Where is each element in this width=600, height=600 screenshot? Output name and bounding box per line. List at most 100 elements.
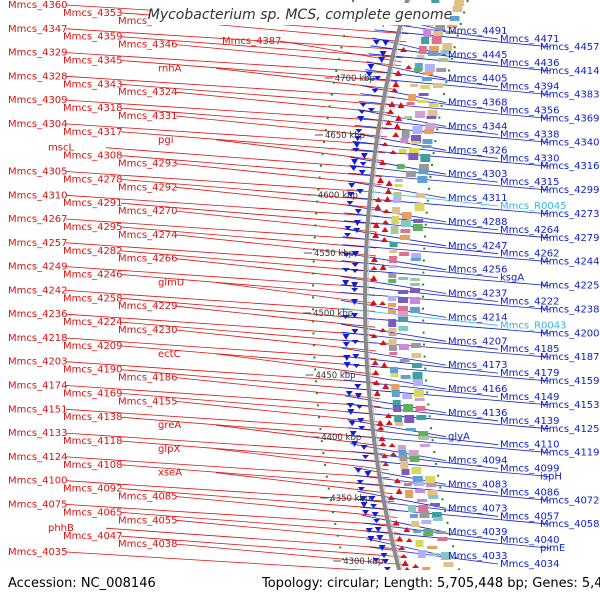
gene-label-reverse: Mmcs_4119	[540, 448, 600, 459]
gene-label-reverse: Mmcs_4136	[448, 408, 508, 419]
reverse-gene-arrow	[344, 233, 352, 237]
leader-line-forward	[65, 28, 405, 51]
feature-block	[420, 85, 431, 89]
gene-label-reverse: Mmcs_4338	[500, 129, 560, 140]
gene-label-forward: Mmcs_4224	[63, 317, 123, 328]
reverse-gene-arrow	[352, 354, 360, 359]
gene-label-forward: Mmcs_4318	[63, 103, 123, 114]
leader-line-forward	[120, 250, 376, 273]
reverse-gene-arrow	[355, 129, 363, 133]
leader-line-reverse	[347, 180, 447, 199]
gene-label-forward: Mmcs_4065	[63, 507, 123, 518]
feature-block	[399, 252, 410, 256]
feature-block	[397, 445, 406, 453]
gene-label-reverse: Mmcs_4315	[500, 177, 560, 188]
leader-line-reverse	[347, 419, 447, 438]
gene-label-reverse: Mmcs_4279	[540, 233, 600, 244]
leader-line-reverse	[365, 530, 551, 549]
feature-block	[422, 567, 431, 570]
gene-label-forward: Mmcs_4249	[8, 262, 68, 273]
reverse-gene-arrow	[342, 280, 350, 286]
feature-block	[420, 444, 430, 447]
forward-gene-arrow	[403, 527, 411, 532]
leader-line-forward	[65, 218, 377, 241]
forward-gene-arrow	[387, 495, 395, 500]
leader-line-forward	[175, 401, 383, 423]
forward-gene-arrow	[398, 546, 406, 550]
feature-block	[417, 176, 428, 183]
forward-gene-arrow	[393, 478, 401, 483]
leader-line-reverse	[343, 228, 447, 247]
feature-block	[405, 490, 414, 498]
leader-line-forward	[120, 464, 392, 487]
leader-line-reverse	[341, 315, 551, 334]
feature-block	[415, 193, 426, 198]
forward-gene-arrow	[374, 197, 382, 202]
feature-block	[419, 511, 430, 518]
forward-gene-arrow	[370, 266, 378, 270]
gene-label-reverse: Mmcs_4316	[540, 161, 600, 172]
feature-block	[428, 103, 439, 107]
leader-line-forward	[120, 321, 376, 344]
forward-gene-arrow	[384, 196, 392, 202]
gene-label-forward: Mmcs_4345	[63, 56, 123, 67]
leader-line-forward	[175, 329, 377, 352]
forward-gene-arrow	[380, 362, 388, 368]
feature-block	[418, 431, 429, 439]
reverse-gene-arrow	[342, 334, 350, 340]
forward-gene-arrow	[382, 383, 390, 389]
reverse-gene-arrow	[359, 496, 367, 502]
leader-line-forward	[65, 75, 395, 98]
gene-label-forward: Mmcs_4292	[118, 182, 178, 193]
gene-label-reverse: Mmcs_4414	[540, 66, 600, 77]
leader-line-forward	[120, 226, 377, 249]
forward-gene-arrow	[393, 123, 401, 129]
leader-line-forward	[65, 123, 387, 146]
feature-block	[396, 164, 405, 169]
feature-block	[417, 550, 426, 558]
feature-block	[405, 428, 416, 431]
gene-label-forward: Mmcs_4293	[118, 159, 178, 170]
gene-label-reverse: Mmcs_4057	[500, 511, 560, 522]
gene-label-reverse: Mmcs_4222	[500, 297, 560, 308]
gene-label-forward: Mmcs_4151	[8, 404, 68, 415]
gene-label-reverse: Mmcs_4356	[500, 106, 560, 117]
feature-block	[413, 482, 424, 486]
gene-label-forward: Mmcs_4075	[8, 499, 68, 510]
feature-block	[393, 192, 402, 200]
reverse-gene-arrow	[374, 527, 382, 532]
leader-line-forward	[215, 139, 385, 162]
feature-block	[401, 469, 410, 475]
feature-block	[398, 149, 407, 153]
feature-block	[394, 184, 403, 187]
feature-block	[421, 37, 430, 44]
forward-gene-arrow	[384, 413, 392, 418]
leader-line-forward	[120, 393, 382, 415]
feature-block	[427, 546, 438, 549]
gene-label-reverse: Mmcs_4099	[500, 464, 560, 475]
forward-gene-arrow	[412, 564, 420, 568]
feature-block	[442, 43, 453, 51]
feature-block	[418, 164, 429, 170]
reverse-gene-arrow	[342, 342, 350, 347]
feature-block	[389, 242, 398, 247]
feature-block	[431, 0, 440, 3]
feature-block	[410, 258, 421, 261]
reverse-gene-arrow	[342, 315, 350, 319]
gene-label-reverse: Mmcs_4344	[448, 122, 508, 133]
feature-block	[401, 212, 412, 219]
leader-line-reverse	[340, 300, 447, 318]
gene-label-reverse: Mmcs_4311	[448, 193, 508, 204]
feature-block	[389, 250, 398, 253]
feature-block	[389, 345, 397, 351]
forward-gene-arrow	[381, 227, 389, 232]
reverse-gene-arrow	[352, 148, 360, 152]
reverse-gene-arrow	[344, 226, 352, 230]
feature-block	[425, 123, 436, 129]
gene-label-forward: Mmcs_4047	[63, 531, 123, 542]
reverse-gene-arrow	[351, 282, 359, 288]
reverse-gene-arrow	[343, 355, 351, 361]
gene-label-forward: pgi	[158, 135, 173, 146]
feature-block	[428, 553, 439, 556]
forward-gene-arrow	[373, 390, 381, 396]
